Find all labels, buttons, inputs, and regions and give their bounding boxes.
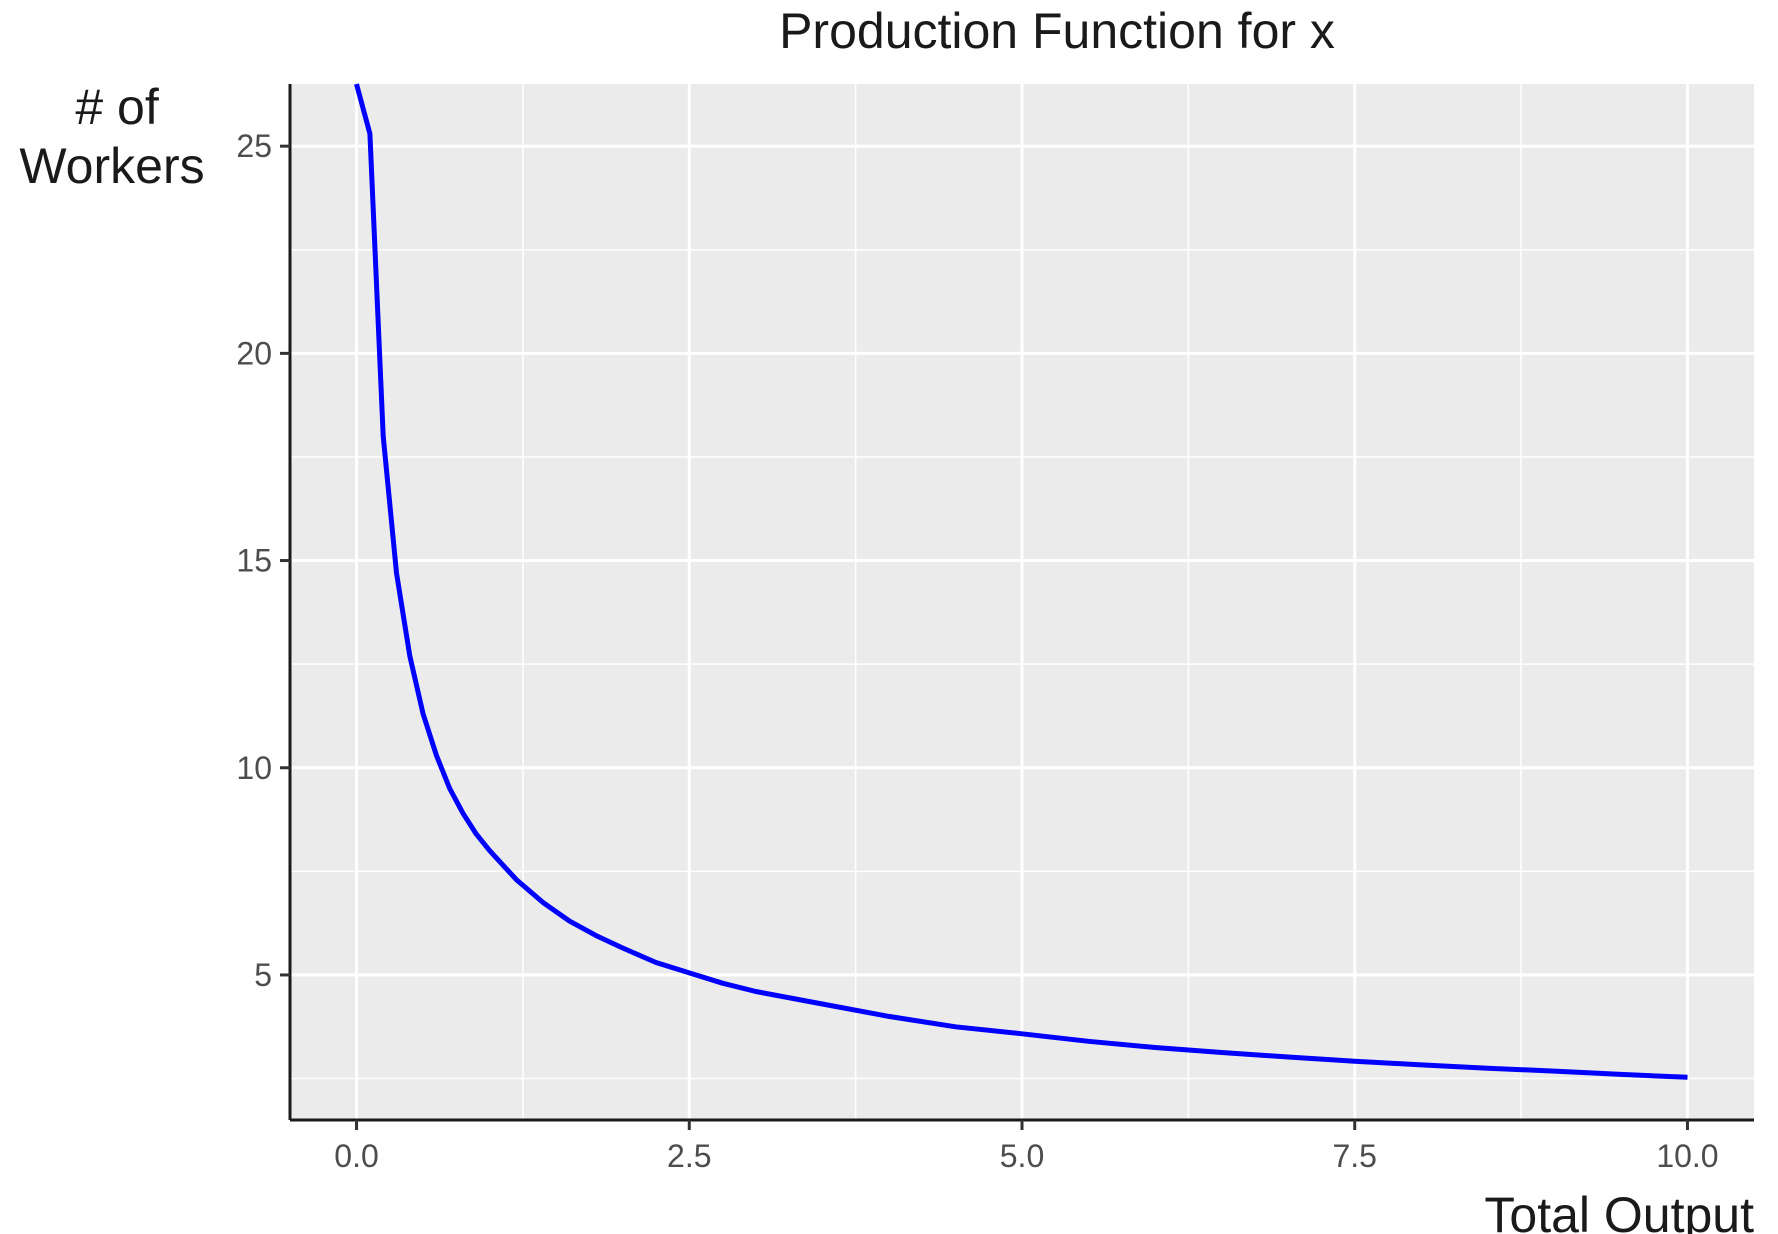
- major-gridlines: [290, 84, 1754, 1120]
- x-axis-ticks: 0.0 2.5 5.0 7.5 10.0: [334, 1120, 1719, 1174]
- y-axis-title-line-1: # of: [75, 79, 159, 135]
- x-tick-label: 2.5: [667, 1138, 711, 1174]
- chart-title: Production Function for x: [779, 3, 1335, 59]
- y-tick-label: 5: [254, 957, 272, 993]
- x-axis-title: Total Output: [1484, 1187, 1754, 1234]
- x-tick-label: 5.0: [1000, 1138, 1044, 1174]
- y-tick-label: 15: [236, 543, 272, 579]
- y-axis-ticks: 5 10 15 20 25: [236, 128, 290, 993]
- y-tick-label: 10: [236, 750, 272, 786]
- x-tick-label: 7.5: [1332, 1138, 1376, 1174]
- y-tick-label: 20: [236, 335, 272, 371]
- x-tick-label: 10.0: [1656, 1138, 1718, 1174]
- series-line: [354, 83, 1688, 1080]
- y-axis-title: # of Workers: [19, 79, 204, 194]
- y-tick-label: 25: [236, 128, 272, 164]
- x-tick-label: 0.0: [334, 1138, 378, 1174]
- y-axis-title-line-2: Workers: [19, 138, 204, 194]
